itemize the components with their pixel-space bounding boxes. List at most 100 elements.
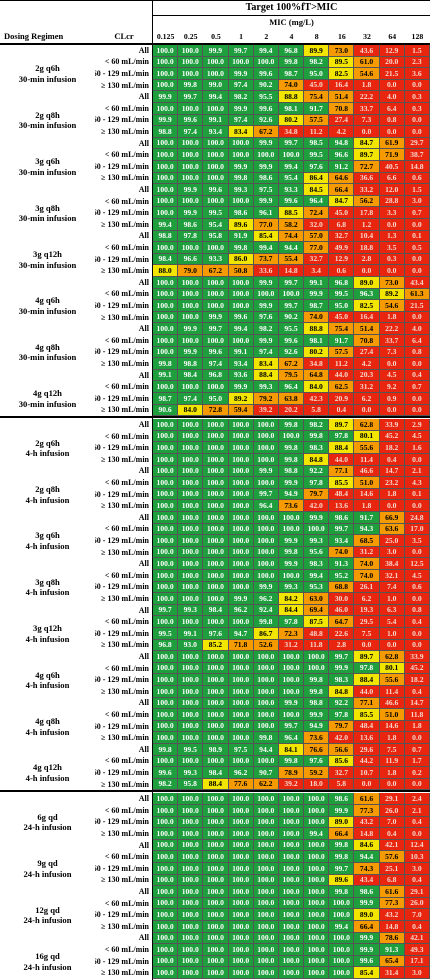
value-cell: 84.5 (304, 184, 330, 196)
value-cell: 1.8 (354, 500, 380, 512)
value-cell: 0.0 (379, 778, 405, 791)
value-cell: 1.8 (379, 488, 405, 501)
clcr-label: 60 - 129 mL/min (95, 489, 149, 499)
value-cell: 0.0 (404, 639, 430, 652)
value-cell: 100.0 (203, 500, 229, 512)
value-cell: 96.8 (153, 639, 179, 652)
value-cell: 100.0 (278, 851, 305, 863)
clcr-label: 60 - 129 mL/min (95, 675, 149, 685)
regimen-dose: 9g qd (37, 858, 58, 869)
value-cell: 98.6 (253, 172, 279, 185)
clcr-label: All (138, 92, 149, 102)
value-cell: 100.0 (153, 68, 179, 80)
value-cell: 100.0 (153, 967, 179, 979)
value-cell: 66.4 (354, 921, 380, 933)
value-cell: 98.5 (304, 137, 330, 150)
value-cell: 100.0 (304, 897, 330, 910)
value-cell: 100.0 (178, 897, 204, 910)
value-cell: 0.0 (379, 500, 405, 512)
regimen-cell: 4g q6h 4-h infusion (0, 663, 95, 698)
value-cell: 100.0 (203, 674, 229, 686)
clcr-label: 60 - 129 mL/min (95, 767, 149, 777)
value-cell: 18.0 (304, 778, 330, 791)
value-cell: 3.3 (379, 207, 405, 219)
value-cell: 100.0 (253, 851, 279, 863)
value-cell: 88.4 (203, 778, 229, 791)
value-cell: 97.6 (304, 755, 330, 768)
value-cell: 100.0 (203, 137, 229, 150)
value-cell: 84.1 (278, 744, 305, 756)
value-cell: 94.9 (278, 488, 305, 501)
value-cell: 100.0 (278, 839, 305, 852)
clcr-label: 60 - 129 mL/min (95, 68, 149, 78)
value-cell: 99.6 (253, 103, 279, 115)
value-cell: 96.2 (228, 767, 254, 779)
value-cell: 14.8 (354, 828, 380, 840)
value-cell: 100.0 (153, 172, 179, 185)
value-cell: 14.8 (278, 265, 305, 277)
value-cell: 99.8 (278, 442, 305, 454)
value-cell: 1.7 (404, 755, 430, 768)
value-cell: 0.0 (379, 79, 405, 92)
value-cell: 99.3 (178, 604, 204, 617)
clcr-label: All (138, 466, 149, 476)
value-cell: 100.0 (304, 932, 330, 945)
value-cell: 100.0 (253, 651, 279, 663)
value-cell: 91.2 (329, 161, 355, 173)
rule (153, 15, 430, 16)
value-cell: 100.0 (253, 523, 279, 536)
value-cell: 97.4 (228, 114, 254, 127)
value-cell: 100.0 (178, 523, 204, 536)
value-cell: 99.8 (329, 851, 355, 863)
value-cell: 100.0 (203, 720, 229, 733)
value-cell: 95.0 (203, 393, 229, 405)
value-cell: 100.0 (203, 697, 229, 710)
value-cell: 98.6 (228, 207, 254, 219)
value-cell: 100.0 (178, 755, 204, 768)
value-cell: 0.8 (404, 346, 430, 359)
regimen-cell: 4g q12h 4-h infusion (0, 756, 95, 791)
clcr-label: 60 - 129 mL/min (95, 721, 149, 731)
value-cell: 34.8 (304, 358, 330, 370)
value-cell: 99.5 (178, 744, 204, 756)
value-cell: 100.0 (153, 523, 179, 536)
value-cell: 100.0 (153, 335, 179, 347)
value-cell: 100.0 (228, 944, 254, 956)
value-cell: 71.8 (228, 639, 254, 652)
value-cell: 99.6 (228, 311, 254, 324)
value-cell: 57.0 (304, 230, 330, 243)
value-cell: 98.2 (304, 419, 330, 431)
value-cell: 99.8 (304, 674, 330, 686)
value-cell: 58.2 (278, 219, 305, 231)
value-cell: 100.0 (153, 207, 179, 219)
value-cell: 100.0 (228, 709, 254, 721)
clcr-header: CLcr (114, 31, 134, 42)
value-cell: 29.6 (354, 744, 380, 756)
value-cell: 57.6 (379, 851, 405, 863)
value-cell: 100.0 (228, 686, 254, 698)
value-cell: 46.0 (329, 604, 355, 617)
value-cell: 7.5 (354, 628, 380, 640)
value-cell: 100.0 (178, 56, 204, 69)
regimen-infusion: 24-h infusion (23, 822, 72, 833)
value-cell: 100.0 (178, 874, 204, 887)
value-cell: 98.8 (178, 358, 204, 370)
value-cell: 100.0 (278, 662, 305, 675)
value-cell: 98.4 (203, 767, 229, 779)
value-cell: 100.0 (228, 874, 254, 887)
value-cell: 100.0 (253, 686, 279, 698)
value-cell: 44.0 (329, 454, 355, 466)
value-cell: 5.8 (329, 778, 355, 791)
value-cell: 96.4 (278, 381, 305, 393)
value-cell: 100.0 (153, 897, 179, 910)
value-cell: 32.1 (379, 570, 405, 582)
value-cell: 100.0 (153, 816, 179, 829)
value-cell: 97.5 (253, 184, 279, 196)
value-cell: 100.0 (153, 732, 179, 744)
value-cell: 99.8 (153, 358, 179, 370)
value-cell: 100.0 (178, 967, 204, 979)
value-cell: 38.4 (379, 558, 405, 570)
value-cell: 99.7 (278, 300, 305, 312)
value-cell: 0.7 (404, 207, 430, 219)
value-cell: 100.0 (178, 45, 204, 57)
